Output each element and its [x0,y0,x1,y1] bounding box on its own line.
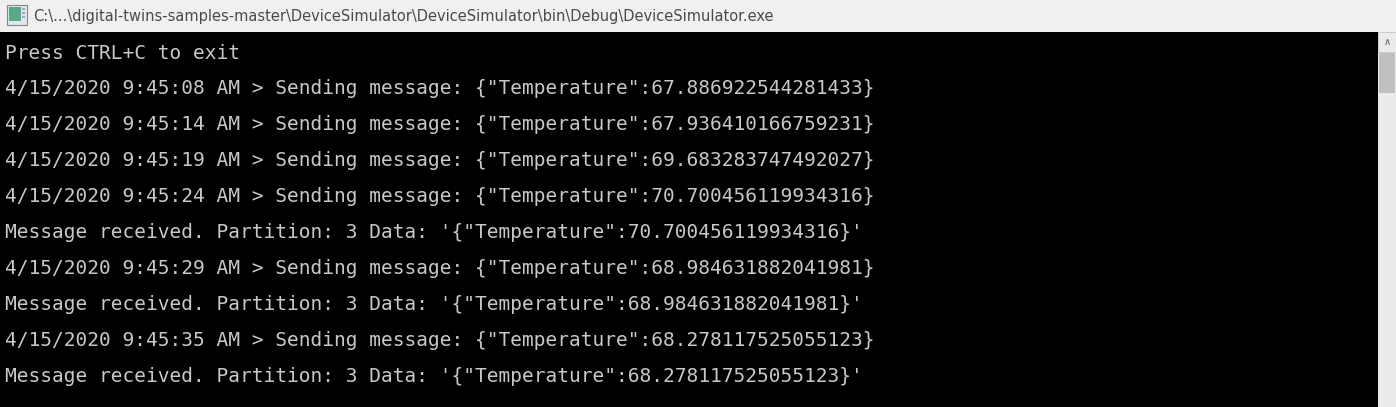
FancyBboxPatch shape [22,16,25,18]
FancyBboxPatch shape [7,5,27,25]
FancyBboxPatch shape [1378,32,1396,407]
Text: Message received. Partition: 3 Data: '{"Temperature":70.700456119934316}': Message received. Partition: 3 Data: '{"… [6,223,863,242]
Text: C:\...\digital-twins-samples-master\DeviceSimulator\DeviceSimulator\bin\Debug\De: C:\...\digital-twins-samples-master\Devi… [34,9,773,24]
Text: 4/15/2020 9:45:19 AM > Sending message: {"Temperature":69.683283747492027}: 4/15/2020 9:45:19 AM > Sending message: … [6,151,874,170]
FancyBboxPatch shape [22,8,25,10]
Text: ∧: ∧ [1383,37,1390,47]
Text: 4/15/2020 9:45:29 AM > Sending message: {"Temperature":68.984631882041981}: 4/15/2020 9:45:29 AM > Sending message: … [6,259,874,278]
FancyBboxPatch shape [1378,32,1396,52]
FancyBboxPatch shape [22,12,25,14]
Text: 4/15/2020 9:45:35 AM > Sending message: {"Temperature":68.278117525055123}: 4/15/2020 9:45:35 AM > Sending message: … [6,331,874,350]
Text: 4/15/2020 9:45:14 AM > Sending message: {"Temperature":67.936410166759231}: 4/15/2020 9:45:14 AM > Sending message: … [6,116,874,134]
Text: 4/15/2020 9:45:08 AM > Sending message: {"Temperature":67.886922544281433}: 4/15/2020 9:45:08 AM > Sending message: … [6,79,874,98]
Text: 4/15/2020 9:45:24 AM > Sending message: {"Temperature":70.700456119934316}: 4/15/2020 9:45:24 AM > Sending message: … [6,187,874,206]
FancyBboxPatch shape [1379,53,1395,93]
Text: Message received. Partition: 3 Data: '{"Temperature":68.984631882041981}': Message received. Partition: 3 Data: '{"… [6,295,863,314]
FancyBboxPatch shape [8,7,21,21]
Text: Press CTRL+C to exit: Press CTRL+C to exit [6,44,240,63]
Text: Message received. Partition: 3 Data: '{"Temperature":68.278117525055123}': Message received. Partition: 3 Data: '{"… [6,367,863,386]
FancyBboxPatch shape [0,32,1396,407]
FancyBboxPatch shape [0,0,1396,32]
